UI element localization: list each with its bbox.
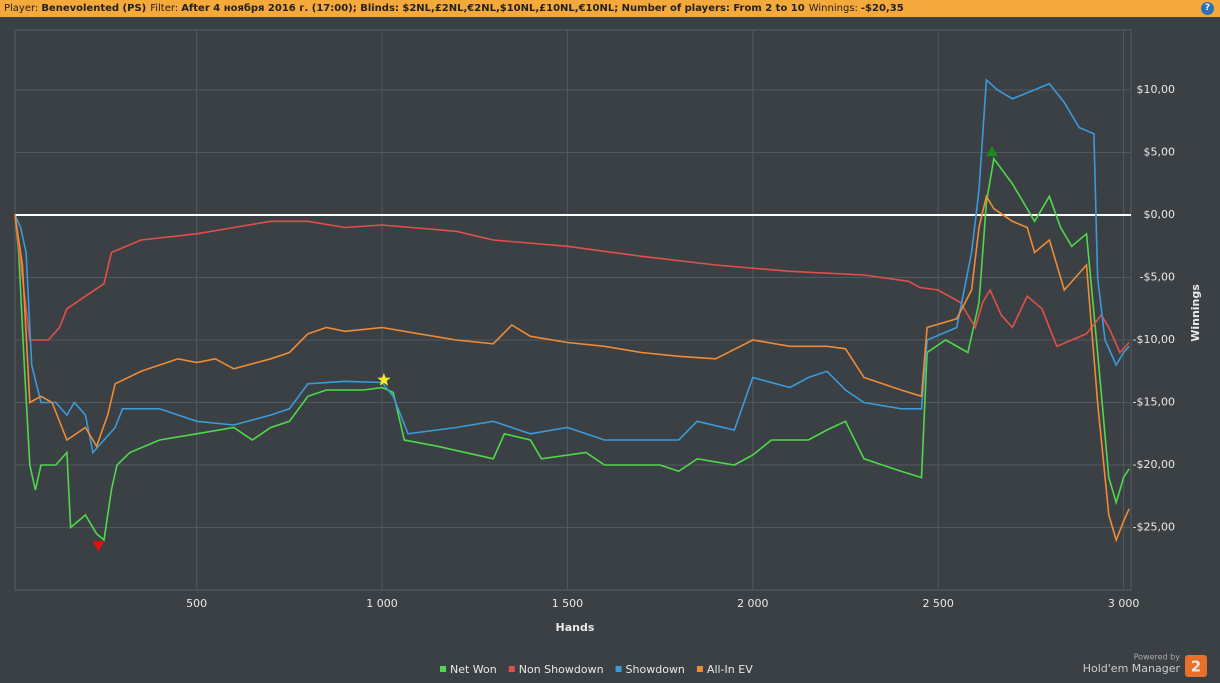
label: Player: xyxy=(4,3,39,14)
marker xyxy=(92,541,105,552)
series-line xyxy=(14,194,1130,543)
legend-swatch xyxy=(696,666,703,672)
series-line xyxy=(14,214,1130,354)
series-line xyxy=(14,156,1130,542)
y-tick-label: $5,00 xyxy=(1144,146,1176,159)
value: After 4 ноября 2016 г. (17:00); Blinds: … xyxy=(181,3,805,14)
y-tick-label: -$10,00 xyxy=(1133,333,1175,346)
legend-label: Non Showdown xyxy=(519,663,604,676)
legend-swatch xyxy=(615,666,622,672)
logo-text: 2 xyxy=(1191,658,1201,676)
x-tick-label: 2 500 xyxy=(922,597,954,610)
y-tick-label: -$5,00 xyxy=(1140,271,1175,284)
y-tick-label: -$20,00 xyxy=(1133,458,1175,471)
series-line xyxy=(14,78,1130,455)
product-name: Hold'em Manager xyxy=(1083,662,1181,675)
value: Benevolented (PS) xyxy=(41,3,147,14)
label: Filter: xyxy=(150,3,179,14)
y-axis-title: Winnings xyxy=(1189,284,1202,342)
logo xyxy=(1185,655,1207,677)
chart: Hands Winnings Powered by Hold'em Manage… xyxy=(14,29,1207,677)
filter-bar: Player: Benevolented (PS) Filter: After 4 н… xyxy=(0,0,1220,17)
x-tick-label: 500 xyxy=(186,597,207,610)
x-tick-label: 1 000 xyxy=(366,597,398,610)
powered-by: Powered by xyxy=(1134,653,1181,662)
legend-swatch xyxy=(440,666,446,672)
plot-area xyxy=(14,29,1132,591)
x-tick-label: 3 000 xyxy=(1108,597,1140,610)
legend-label: Showdown xyxy=(626,663,685,676)
legend-label: Net Won xyxy=(450,663,497,676)
x-tick-label: 1 500 xyxy=(552,597,584,610)
value: -$20,35 xyxy=(860,3,904,14)
legend-swatch xyxy=(508,666,515,672)
marker xyxy=(986,146,998,157)
x-tick-label: 2 000 xyxy=(737,597,769,610)
y-tick-label: $0,00 xyxy=(1144,208,1176,221)
x-axis-title: Hands xyxy=(556,621,595,634)
y-tick-label: -$15,00 xyxy=(1133,396,1175,409)
help-button[interactable]: ? xyxy=(1201,2,1214,15)
label: Winnings: xyxy=(808,3,858,14)
legend-label: All-In EV xyxy=(707,663,753,676)
y-tick-label: -$25,00 xyxy=(1133,521,1175,534)
y-tick-label: $10,00 xyxy=(1137,83,1176,96)
marker xyxy=(377,373,391,386)
